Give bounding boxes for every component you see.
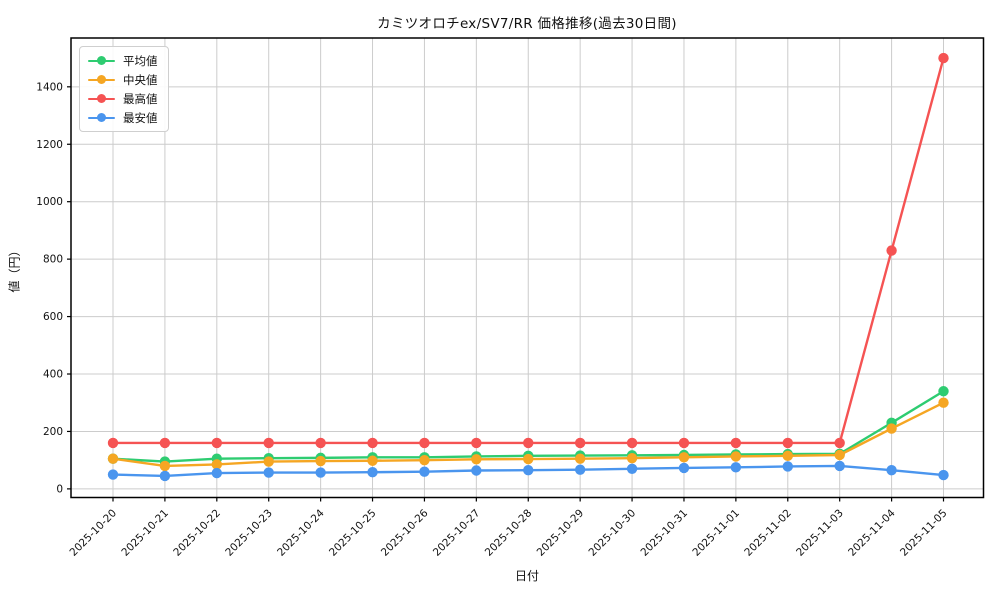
x-tick-label: 2025-10-26 bbox=[379, 507, 431, 559]
data-point-min bbox=[678, 462, 690, 474]
y-tick-label: 0 bbox=[56, 483, 63, 495]
x-tick-label: 2025-10-30 bbox=[587, 507, 639, 559]
data-point-min bbox=[107, 469, 119, 480]
x-tick-label: 2025-10-24 bbox=[275, 507, 327, 559]
legend-item-median: 中央値 bbox=[88, 71, 158, 88]
x-tick-label: 2025-10-22 bbox=[171, 507, 223, 559]
data-point-min bbox=[626, 463, 638, 474]
data-point-min bbox=[523, 465, 534, 476]
data-point-median bbox=[574, 453, 586, 464]
data-point-median bbox=[886, 423, 897, 434]
data-point-max bbox=[107, 437, 119, 449]
chart-title: カミツオロチex/SV7/RR 価格推移(過去30日間) bbox=[377, 16, 677, 32]
y-axis-label: 値（円） bbox=[7, 244, 22, 293]
data-point-median bbox=[938, 397, 949, 408]
data-point-min bbox=[574, 464, 586, 475]
x-tick-label: 2025-10-21 bbox=[119, 507, 171, 559]
plot-border bbox=[70, 37, 985, 499]
x-tick-label: 2025-10-28 bbox=[483, 507, 535, 559]
data-point-median bbox=[471, 454, 482, 465]
data-point-max bbox=[886, 245, 897, 256]
data-point-min bbox=[159, 470, 171, 482]
x-tick-label: 2025-11-05 bbox=[898, 507, 950, 559]
legend-marker-icon bbox=[88, 74, 115, 85]
x-tick-label: 2025-11-03 bbox=[794, 507, 846, 559]
legend-marker-icon bbox=[88, 93, 115, 104]
data-point-min bbox=[367, 467, 378, 478]
legend-item-min: 最安値 bbox=[88, 109, 158, 126]
x-tick-label: 2025-10-25 bbox=[327, 507, 379, 559]
x-tick-label: 2025-11-02 bbox=[742, 507, 794, 559]
data-point-max bbox=[834, 437, 845, 449]
data-point-min bbox=[730, 462, 742, 473]
legend-marker-icon bbox=[88, 112, 115, 123]
data-point-median bbox=[626, 452, 638, 464]
data-point-max bbox=[159, 437, 171, 449]
x-tick-label: 2025-10-31 bbox=[638, 507, 690, 559]
y-tick-label: 1200 bbox=[36, 139, 63, 151]
data-point-median bbox=[834, 449, 845, 461]
data-point-max bbox=[471, 437, 482, 449]
x-axis-label: 日付 bbox=[514, 569, 539, 583]
data-point-max bbox=[263, 437, 274, 449]
data-point-max bbox=[523, 437, 534, 449]
legend-label: 最安値 bbox=[123, 110, 158, 125]
data-point-max bbox=[730, 437, 742, 449]
data-point-median bbox=[159, 460, 171, 472]
y-tick-label: 600 bbox=[43, 311, 63, 323]
data-point-median bbox=[107, 453, 119, 464]
x-tick-label: 2025-11-04 bbox=[846, 507, 898, 559]
data-point-median bbox=[419, 454, 430, 466]
data-point-max bbox=[782, 437, 793, 449]
data-point-max bbox=[574, 437, 586, 449]
data-point-max bbox=[367, 437, 378, 449]
legend-label: 最高値 bbox=[123, 91, 158, 106]
data-point-min bbox=[938, 469, 949, 481]
data-point-max bbox=[211, 437, 223, 449]
data-point-min bbox=[211, 467, 223, 479]
data-point-average bbox=[938, 386, 949, 397]
legend-label: 平均値 bbox=[123, 53, 158, 68]
data-point-median bbox=[678, 452, 690, 463]
x-tick-label: 2025-11-01 bbox=[690, 507, 742, 559]
data-point-min bbox=[886, 465, 897, 476]
y-tick-label: 200 bbox=[43, 426, 63, 438]
data-point-median bbox=[367, 455, 378, 466]
legend-item-max: 最高値 bbox=[88, 90, 158, 107]
data-point-max bbox=[678, 437, 690, 449]
legend-label: 中央値 bbox=[123, 72, 158, 87]
data-point-max bbox=[419, 437, 430, 449]
data-point-min bbox=[471, 465, 482, 476]
data-point-median bbox=[782, 450, 793, 462]
data-point-max bbox=[626, 437, 638, 449]
data-point-min bbox=[263, 467, 274, 478]
data-point-max bbox=[938, 52, 949, 64]
legend-item-average: 平均値 bbox=[88, 52, 158, 69]
x-tick-label: 2025-10-27 bbox=[431, 507, 483, 559]
y-tick-label: 800 bbox=[43, 254, 63, 266]
x-tick-label: 2025-10-23 bbox=[223, 507, 275, 559]
y-tick-label: 400 bbox=[43, 369, 63, 381]
data-point-min bbox=[419, 466, 430, 477]
data-point-median bbox=[211, 459, 223, 470]
data-point-min bbox=[782, 461, 793, 472]
data-point-min bbox=[315, 467, 326, 478]
data-point-median bbox=[730, 451, 742, 462]
x-tick-label: 2025-10-20 bbox=[67, 507, 119, 559]
legend: 平均値中央値最高値最安値 bbox=[79, 46, 169, 132]
y-tick-label: 1000 bbox=[36, 196, 63, 208]
data-point-max bbox=[315, 437, 326, 449]
data-point-median bbox=[315, 455, 326, 467]
data-point-min bbox=[834, 460, 845, 472]
y-tick-label: 1400 bbox=[36, 81, 63, 93]
data-point-median bbox=[263, 456, 274, 467]
data-point-median bbox=[523, 453, 534, 465]
x-tick-label: 2025-10-29 bbox=[535, 507, 587, 559]
legend-marker-icon bbox=[88, 55, 115, 66]
